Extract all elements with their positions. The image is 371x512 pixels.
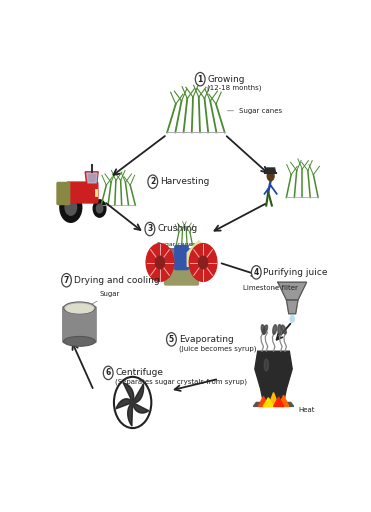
Text: Harvesting: Harvesting [160,177,209,186]
Circle shape [252,266,261,279]
Ellipse shape [290,315,294,323]
FancyBboxPatch shape [67,182,98,203]
Polygon shape [128,402,133,426]
Text: 6: 6 [106,369,111,377]
Ellipse shape [282,325,286,334]
Ellipse shape [264,359,269,371]
FancyBboxPatch shape [57,182,70,205]
Circle shape [103,366,113,379]
Circle shape [267,172,274,181]
Text: (Juice becomes syrup): (Juice becomes syrup) [179,345,256,352]
Text: Juice: Juice [156,274,171,279]
Polygon shape [133,402,149,413]
Polygon shape [263,398,273,407]
FancyBboxPatch shape [163,249,200,274]
Circle shape [146,244,174,282]
Polygon shape [116,399,133,409]
Text: Drying and cooling: Drying and cooling [74,276,159,285]
Circle shape [130,398,135,407]
Circle shape [148,175,158,188]
Polygon shape [187,241,207,266]
Polygon shape [278,395,289,407]
Ellipse shape [273,325,276,334]
Text: Centrifuge: Centrifuge [115,369,163,377]
Polygon shape [255,351,292,402]
FancyBboxPatch shape [63,307,96,343]
Text: Limestone filter: Limestone filter [243,285,298,291]
Polygon shape [133,384,144,402]
Circle shape [62,273,71,287]
Text: Evaporating: Evaporating [179,335,233,344]
Ellipse shape [64,302,95,314]
Circle shape [195,73,205,86]
Text: 5: 5 [169,335,174,344]
Polygon shape [87,173,97,183]
Circle shape [145,222,155,236]
Ellipse shape [66,304,93,313]
Ellipse shape [64,336,95,346]
Text: 7: 7 [64,276,69,285]
Circle shape [60,193,82,222]
Text: Crushing: Crushing [157,224,197,233]
Ellipse shape [261,325,265,334]
Text: Sugar: Sugar [88,291,120,307]
Text: Sugar canes: Sugar canes [227,108,282,114]
Circle shape [198,256,208,269]
Polygon shape [253,402,294,407]
Polygon shape [266,168,276,173]
Text: Sugar canes: Sugar canes [157,242,196,247]
Text: (Separates sugar crystals from syrup): (Separates sugar crystals from syrup) [115,379,247,385]
Polygon shape [123,383,134,402]
FancyBboxPatch shape [175,246,188,270]
Polygon shape [286,300,298,314]
Text: 2: 2 [150,177,155,186]
Polygon shape [268,393,279,407]
Polygon shape [278,282,306,300]
Circle shape [189,244,217,282]
Text: 4: 4 [254,268,259,277]
Text: 3: 3 [147,224,152,233]
Text: 1: 1 [198,75,203,83]
Circle shape [167,333,176,346]
Text: Heat: Heat [298,408,315,413]
Text: Growing: Growing [207,75,245,83]
Circle shape [65,200,76,215]
Circle shape [114,377,151,428]
FancyBboxPatch shape [165,270,198,285]
Polygon shape [85,172,98,184]
Ellipse shape [278,325,281,334]
Text: (12-18 months): (12-18 months) [207,85,262,92]
Polygon shape [273,397,284,407]
Circle shape [155,256,165,269]
Circle shape [93,200,106,217]
Text: Purifying juice: Purifying juice [263,268,328,277]
Polygon shape [258,396,269,407]
Circle shape [96,204,103,213]
Ellipse shape [263,325,267,334]
